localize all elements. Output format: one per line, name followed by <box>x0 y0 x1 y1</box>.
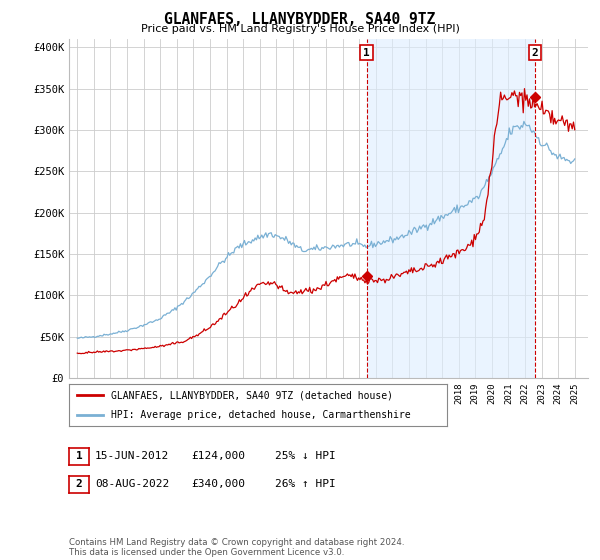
Text: £124,000: £124,000 <box>191 451 245 461</box>
Text: Price paid vs. HM Land Registry's House Price Index (HPI): Price paid vs. HM Land Registry's House … <box>140 24 460 34</box>
Text: GLANFAES, LLANYBYDDER, SA40 9TZ (detached house): GLANFAES, LLANYBYDDER, SA40 9TZ (detache… <box>110 390 392 400</box>
Text: 25% ↓ HPI: 25% ↓ HPI <box>275 451 335 461</box>
Text: £340,000: £340,000 <box>191 479 245 489</box>
Text: 26% ↑ HPI: 26% ↑ HPI <box>275 479 335 489</box>
Text: 08-AUG-2022: 08-AUG-2022 <box>95 479 169 489</box>
Text: 2: 2 <box>76 479 82 489</box>
Text: Contains HM Land Registry data © Crown copyright and database right 2024.
This d: Contains HM Land Registry data © Crown c… <box>69 538 404 557</box>
Text: 1: 1 <box>76 451 82 461</box>
Text: HPI: Average price, detached house, Carmarthenshire: HPI: Average price, detached house, Carm… <box>110 410 410 420</box>
Bar <box>367 39 535 378</box>
Text: 1: 1 <box>363 48 370 58</box>
Text: GLANFAES, LLANYBYDDER, SA40 9TZ: GLANFAES, LLANYBYDDER, SA40 9TZ <box>164 12 436 27</box>
Text: 2: 2 <box>532 48 538 58</box>
Text: 15-JUN-2012: 15-JUN-2012 <box>95 451 169 461</box>
